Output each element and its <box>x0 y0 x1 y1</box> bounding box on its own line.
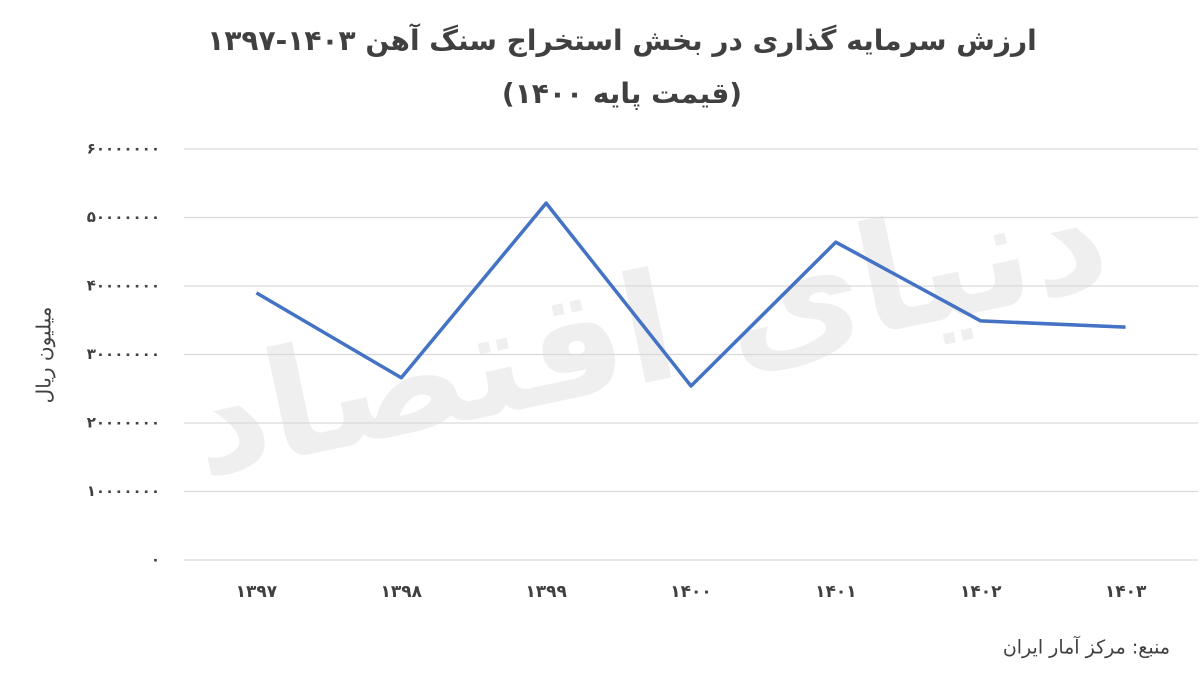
x-tick-label: ۱۳۹۹ <box>525 582 567 602</box>
y-tick-label: ۶۰۰۰۰۰۰۰ <box>87 140 160 158</box>
y-tick-label: ۲۰۰۰۰۰۰۰ <box>87 414 160 432</box>
x-tick-label: ۱۳۹۸ <box>381 582 423 602</box>
x-tick-label: ۱۴۰۱ <box>815 582 857 602</box>
y-tick-label: ۴۰۰۰۰۰۰۰ <box>87 277 160 295</box>
line-series <box>255 201 1126 388</box>
x-tick-label: ۱۴۰۰ <box>670 582 712 602</box>
chart-title: ارزش سرمایه گذاری در بخش استخراج سنگ آهن… <box>207 23 1036 58</box>
x-tick-label: ۱۴۰۳ <box>1105 582 1147 602</box>
source-note: منبع: مرکز آمار ایران <box>1003 635 1170 659</box>
y-tick-label: ۳۰۰۰۰۰۰۰ <box>87 345 160 363</box>
y-tick-label: ۰ <box>151 551 160 569</box>
y-axis-label: میلیون ریال <box>32 307 56 404</box>
x-tick-label: ۱۳۹۷ <box>236 582 278 602</box>
x-tick-label: ۱۴۰۲ <box>960 582 1002 602</box>
y-tick-label: ۱۰۰۰۰۰۰۰ <box>87 482 160 500</box>
y-tick-label: ۵۰۰۰۰۰۰۰ <box>87 208 160 226</box>
chart-subtitle: (قیمت پایه ۱۴۰۰) <box>502 77 742 110</box>
